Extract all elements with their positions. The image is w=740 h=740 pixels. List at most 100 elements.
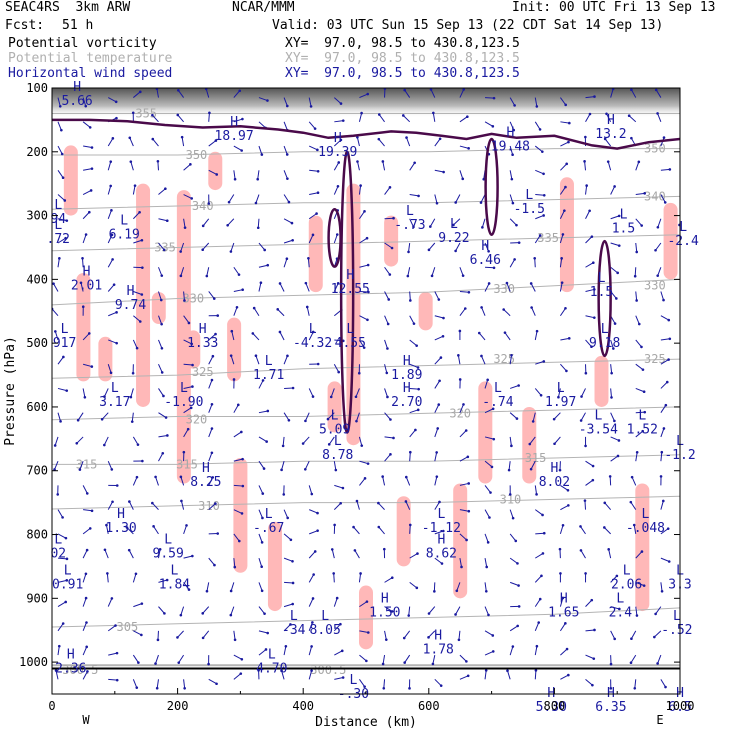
theta-contour-label: 310 (500, 492, 522, 506)
wind-arrow (183, 339, 192, 345)
wind-arrow (258, 410, 268, 414)
wind-arrow (308, 331, 314, 341)
extreme-value: -34 (282, 623, 306, 638)
wind-arrow (535, 169, 544, 175)
wind-arrow (76, 436, 84, 444)
wind-arrow-head (205, 274, 209, 278)
wind-arrow (57, 194, 66, 201)
wind-arrow-head (141, 459, 144, 463)
wind-arrow-head (662, 136, 666, 139)
extreme-value: 6.35 (595, 700, 626, 715)
wind-arrow-head (103, 443, 106, 447)
wind-arrow-head (54, 330, 57, 333)
wind-arrow (233, 90, 241, 98)
wind-arrow-head (201, 612, 205, 615)
wind-arrow-head (461, 274, 465, 277)
wind-arrow-head (230, 329, 234, 333)
extreme-marker: L (494, 381, 502, 396)
wind-arrow (158, 453, 164, 462)
wind-arrow (534, 145, 543, 153)
wind-arrow (82, 622, 87, 632)
wind-arrow (585, 339, 592, 348)
wind-arrow (206, 267, 210, 277)
wind-arrow (333, 283, 339, 292)
wind-arrow-head (53, 468, 56, 471)
wind-arrow (630, 89, 637, 98)
wind-arrow-head (417, 194, 420, 198)
wind-arrow-head (539, 394, 543, 397)
wind-arrow-head (687, 330, 690, 333)
wind-arrow (103, 436, 109, 446)
wind-arrow-head (659, 475, 663, 478)
wind-arrow (434, 404, 440, 413)
wind-arrow (359, 630, 369, 633)
wind-arrow (630, 630, 637, 639)
wind-arrow (231, 331, 235, 341)
wind-arrow (331, 549, 335, 559)
wind-arrow-head (291, 581, 295, 585)
west-label: W (82, 713, 90, 727)
extreme-value: 1.50 (369, 605, 400, 620)
wind-arrow-head (316, 169, 320, 173)
wind-arrow (606, 113, 612, 123)
wind-arrow (126, 527, 134, 535)
wind-arrow (657, 654, 662, 664)
wind-arrow (429, 218, 436, 227)
wind-arrow (409, 218, 414, 228)
wind-arrow (535, 214, 544, 220)
wind-arrow (208, 503, 216, 511)
wind-arrow-head (654, 612, 657, 616)
wind-arrow (108, 97, 117, 103)
wind-arrow (635, 452, 638, 462)
wind-arrow-head (311, 621, 314, 624)
wind-arrow (208, 379, 213, 389)
extreme-marker: L (594, 408, 602, 423)
y-tick-label: 600 (26, 400, 48, 414)
wind-arrow (509, 385, 519, 389)
wind-arrow (107, 210, 112, 219)
wind-arrow-head (579, 419, 583, 422)
wind-arrow-head (477, 331, 481, 335)
wind-arrow (55, 670, 59, 680)
wind-arrow (308, 388, 314, 397)
wind-arrow (158, 218, 168, 222)
wind-arrow-head (388, 273, 392, 276)
wind-arrow (283, 533, 292, 541)
wind-arrow (610, 606, 620, 610)
wind-arrow-head (363, 210, 366, 213)
wind-arrow (107, 364, 112, 373)
wind-arrow-head (315, 212, 318, 215)
wind-arrow-head (241, 288, 244, 291)
wind-arrow-head (191, 385, 194, 388)
wind-arrow (660, 500, 664, 510)
wind-arrow-head (109, 371, 113, 375)
wind-arrow-head (665, 380, 669, 384)
wind-arrow (384, 291, 390, 300)
wind-arrow-head (643, 192, 646, 195)
wind-arrow (132, 436, 139, 445)
wind-arrow-head (330, 548, 334, 551)
wind-arrow-head (151, 137, 155, 141)
wind-arrow-head (366, 263, 370, 267)
wind-arrow-head (491, 407, 495, 411)
wind-arrow-head (226, 224, 229, 227)
wind-arrow (358, 112, 363, 122)
wind-arrow-head (667, 318, 671, 322)
wind-arrow (202, 606, 210, 614)
extreme-value: 1.71 (253, 368, 284, 383)
wind-arrow-head (685, 354, 688, 357)
wind-arrow (534, 622, 540, 632)
pv-positive-region (359, 585, 373, 650)
wind-arrow-head (377, 525, 381, 529)
wind-arrow-head (538, 128, 542, 131)
y-tick-label: 700 (26, 464, 48, 478)
wind-arrow (80, 282, 84, 292)
wind-arrow-head (227, 200, 231, 204)
extreme-value: 8.62 (426, 547, 457, 562)
wind-arrow-head (591, 464, 595, 468)
wind-arrow-head (458, 329, 462, 333)
extreme-marker: L (557, 381, 565, 396)
wind-arrow-head (133, 184, 137, 187)
wind-arrow (283, 239, 293, 244)
wind-arrow-head (362, 346, 366, 349)
